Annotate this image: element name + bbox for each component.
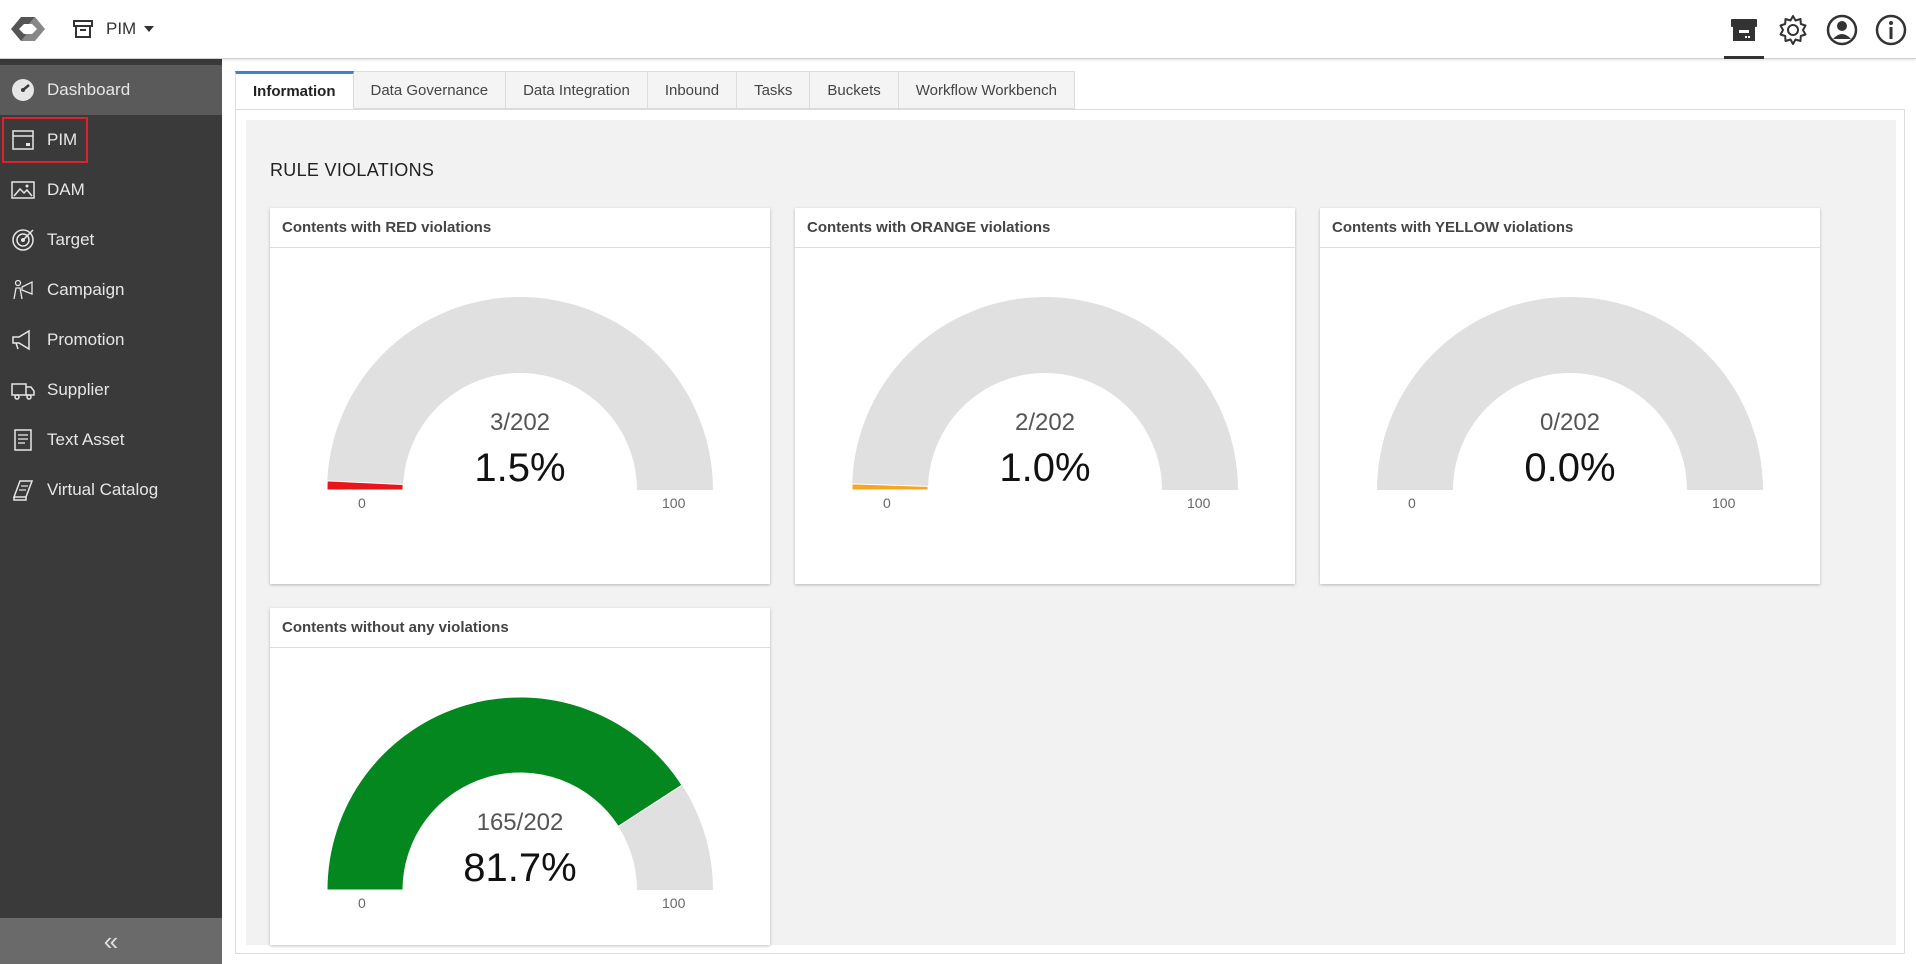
panel-body: RULE VIOLATIONS Contents with RED violat… (246, 120, 1896, 945)
module-label: PIM (106, 19, 137, 38)
tab-bar: Information Data Governance Data Integra… (235, 71, 1075, 109)
sidebar-item-label: Dashboard (47, 80, 131, 99)
gauge-chart: 165/202 81.7% 0 100 (270, 649, 770, 945)
gauge-min-label: 0 (358, 495, 366, 511)
archive-box-icon (9, 126, 37, 154)
gauge-percent: 0.0% (1524, 446, 1616, 490)
gauge-count: 2/202 (1014, 409, 1076, 436)
user-profile-icon (1826, 14, 1858, 45)
gauge-min-label: 0 (883, 495, 891, 511)
gauge-chart: 3/202 1.5% 0 100 (270, 249, 770, 584)
module-switcher[interactable]: PIM (72, 16, 155, 42)
sidebar-item-label: Target (47, 230, 95, 249)
gauge-percent: 1.0% (999, 446, 1091, 490)
sidebar: Dashboard PIM DAM Target Campaign Promot… (0, 59, 222, 964)
tab-inbound[interactable]: Inbound (647, 71, 738, 109)
gauge-max-label: 100 (1712, 495, 1736, 511)
megaphone-icon (9, 326, 37, 354)
dashboard-gauge-icon (9, 76, 37, 104)
info-button[interactable] (1867, 0, 1915, 59)
sidebar-item-promotion[interactable]: Promotion (0, 315, 222, 365)
gauge-max-label: 100 (1187, 495, 1211, 511)
tab-data-integration[interactable]: Data Integration (506, 71, 648, 109)
campaign-icon (9, 276, 37, 304)
section-title: RULE VIOLATIONS (270, 160, 435, 180)
settings-button[interactable] (1769, 0, 1817, 59)
sidebar-item-campaign[interactable]: Campaign (0, 265, 222, 315)
tab-workflow-workbench[interactable]: Workflow Workbench (898, 71, 1075, 109)
gauge-count: 3/202 (489, 409, 551, 436)
sidebar-item-label: Virtual Catalog (47, 480, 159, 499)
sidebar-item-text-asset[interactable]: Text Asset (0, 415, 222, 465)
sidebar-item-supplier[interactable]: Supplier (0, 365, 222, 415)
settings-gear-icon (1779, 14, 1807, 45)
sidebar-item-label: PIM (47, 130, 78, 149)
gauge-track (327, 297, 713, 490)
gauge-count: 0/202 (1539, 409, 1601, 436)
sidebar-item-dam[interactable]: DAM (0, 165, 222, 215)
image-icon (9, 176, 37, 204)
archive-box-icon (72, 18, 94, 40)
tab-buckets[interactable]: Buckets (810, 71, 899, 109)
gauge-percent: 1.5% (474, 446, 566, 490)
card-title: Contents without any violations (270, 608, 770, 648)
gauge-min-label: 0 (1408, 495, 1416, 511)
gauge-card-red: Contents with RED violations 3/202 1.5% … (270, 208, 770, 584)
sidebar-item-label: Text Asset (47, 430, 125, 449)
top-bar: PIM (0, 0, 1916, 59)
gauge-percent: 81.7% (463, 846, 577, 890)
logo-icon[interactable] (5, 9, 51, 49)
sidebar-item-target[interactable]: Target (0, 215, 222, 265)
gauge-max-label: 100 (662, 495, 686, 511)
gauge-track (852, 297, 1238, 490)
sidebar-item-virtual-catalog[interactable]: Virtual Catalog (0, 465, 222, 515)
tab-tasks[interactable]: Tasks (737, 71, 811, 109)
target-icon (9, 226, 37, 254)
sidebar-item-label: Supplier (47, 380, 110, 399)
catalog-icon (9, 476, 37, 504)
sidebar-item-pim[interactable]: PIM (0, 115, 222, 165)
sidebar-item-dashboard[interactable]: Dashboard (0, 65, 222, 115)
chevron-down-icon (144, 26, 155, 32)
main-content: Information Data Governance Data Integra… (222, 59, 1916, 964)
gauge-card-orange: Contents with ORANGE violations 2/202 1.… (795, 208, 1295, 584)
sidebar-item-label: Promotion (47, 330, 125, 349)
gauge-card-no-violations: Contents without any violations 165/202 … (270, 608, 770, 945)
pim-archive-button[interactable] (1720, 0, 1768, 59)
gauge-min-label: 0 (358, 895, 366, 911)
gauge-card-yellow: Contents with YELLOW violations 0/202 0.… (1320, 208, 1820, 584)
gauge-chart: 2/202 1.0% 0 100 (795, 249, 1295, 584)
gauge-count: 165/202 (476, 809, 564, 836)
double-chevron-left-icon: « (103, 925, 119, 956)
gauge-value-arc (326, 696, 683, 891)
sidebar-collapse-button[interactable]: « (0, 918, 222, 964)
gauge-chart: 0/202 0.0% 0 100 (1320, 249, 1820, 584)
gauge-value-arc (326, 480, 404, 491)
tab-information[interactable]: Information (235, 71, 354, 109)
document-icon (9, 426, 37, 454)
information-panel: RULE VIOLATIONS Contents with RED violat… (235, 109, 1905, 954)
gauge-value-arc (851, 483, 929, 491)
gauge-track (1377, 297, 1763, 490)
card-title: Contents with YELLOW violations (1320, 208, 1820, 248)
truck-icon (9, 376, 37, 404)
card-title: Contents with ORANGE violations (795, 208, 1295, 248)
gauge-max-label: 100 (662, 895, 686, 911)
sidebar-item-label: Campaign (47, 280, 125, 299)
tab-data-governance[interactable]: Data Governance (353, 71, 507, 109)
user-profile-button[interactable] (1818, 0, 1866, 59)
archive-box-icon (1731, 18, 1757, 41)
sidebar-item-label: DAM (47, 180, 85, 199)
card-title: Contents with RED violations (270, 208, 770, 248)
info-icon (1875, 14, 1907, 45)
